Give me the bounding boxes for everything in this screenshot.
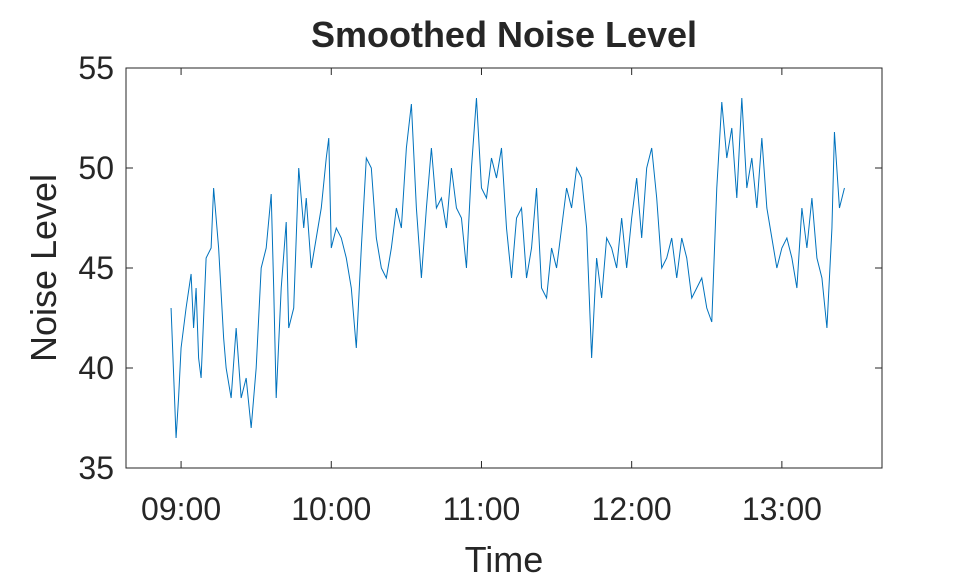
x-axis-label: Time [465,539,544,580]
plot-area [125,67,883,469]
y-tick-label: 55 [78,50,114,86]
x-tick-label: 10:00 [291,491,371,527]
y-tick-label: 50 [78,150,114,186]
x-tick-label: 13:00 [742,491,822,527]
x-tick-label: 12:00 [592,491,672,527]
y-tick-label: 45 [78,250,114,286]
y-tick-label: 35 [78,450,114,486]
y-tick-label: 40 [78,350,114,386]
x-tick-label: 11:00 [443,491,521,527]
y-axis-label: Noise Level [23,174,64,362]
x-tick-label: 09:00 [141,491,221,527]
chart-title: Smoothed Noise Level [311,14,697,55]
data-line [170,97,845,439]
